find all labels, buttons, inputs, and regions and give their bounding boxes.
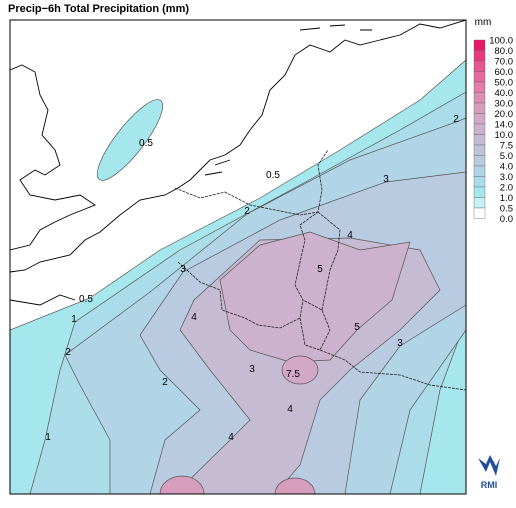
contour-label: 3: [249, 364, 255, 375]
map-title: Precip−6h Total Precipitation (mm): [8, 3, 189, 15]
contour-label: 5: [317, 264, 323, 275]
contour-label: 3: [397, 338, 403, 349]
legend-swatch: [473, 39, 486, 51]
legend-swatch: [473, 81, 486, 93]
contour-label: 3: [180, 264, 186, 275]
legend-swatch: [473, 60, 486, 72]
border-be-fr: [177, 211, 319, 329]
legend-label: 60.0: [495, 67, 514, 78]
band-high-1: [159, 475, 205, 494]
legend-label: 50.0: [495, 78, 514, 89]
legend-swatch: [473, 134, 486, 146]
contour-label: 5: [354, 322, 360, 333]
legend-label: 2.0: [500, 183, 513, 194]
legend-swatch: [473, 102, 486, 114]
legend-label: 20.0: [495, 109, 514, 120]
legend-label: 3.0: [500, 172, 513, 183]
border-be-nl: [174, 149, 329, 216]
legend-swatch: [473, 197, 486, 209]
contour-label: 4: [347, 230, 353, 241]
legend-label: 0.0: [500, 214, 513, 225]
logo-mark: [478, 455, 500, 476]
legend-label: 40.0: [495, 88, 514, 99]
legend-swatch: [473, 92, 486, 104]
contour-label: 2: [65, 347, 71, 358]
legend-label: 80.0: [495, 46, 514, 57]
band-5: [219, 231, 411, 363]
legend-scale: 100.080.070.060.050.040.030.020.014.010.…: [473, 36, 514, 225]
coast-uk: [10, 64, 96, 251]
legend-swatch: [473, 113, 486, 125]
legend-label: 7.5: [500, 141, 513, 152]
border-de: [317, 211, 341, 311]
legend-label: 100.0: [489, 36, 513, 47]
border-de-fr: [319, 349, 466, 391]
contour-label: 2: [162, 377, 168, 388]
contour-label: 2: [244, 206, 250, 217]
legend-label: 5.0: [500, 151, 513, 162]
contour-label: 0.5: [79, 294, 93, 305]
contour-label: 4: [191, 312, 197, 323]
legend-swatch: [473, 123, 486, 135]
contour-label: 0.5: [266, 170, 280, 181]
legend-label: 0.5: [500, 204, 513, 215]
legend-label: 1.0: [500, 193, 513, 204]
contour-label: 3: [383, 174, 389, 185]
logo: RMI: [478, 455, 500, 490]
contour-label: 1: [45, 432, 51, 443]
precip-field: [10, 59, 466, 494]
legend-swatch: [473, 186, 486, 198]
legend-label: 10.0: [495, 130, 514, 141]
legend-label: 70.0: [495, 57, 514, 68]
border-lu: [299, 299, 331, 351]
legend-label: 14.0: [495, 120, 514, 131]
legend-swatch: [473, 71, 486, 83]
borders: [174, 149, 466, 391]
coast-islands: [204, 24, 372, 176]
coast-continent: [10, 20, 466, 273]
legend-swatch: [473, 176, 486, 188]
legend: mm 100.080.070.060.050.040.030.020.014.0…: [473, 17, 514, 225]
legend-swatch: [473, 50, 486, 62]
coastlines: [10, 20, 466, 306]
logo-text: RMI: [481, 480, 498, 490]
band-high-2: [274, 477, 316, 494]
legend-swatch: [473, 155, 486, 167]
legend-swatch: [473, 207, 486, 219]
coast-south: [10, 294, 76, 306]
contour-label: 1: [71, 314, 77, 325]
legend-label: 4.0: [500, 162, 513, 173]
contour-label: 0.5: [139, 138, 153, 149]
map-frame: [9, 19, 467, 495]
legend-swatch: [473, 144, 486, 156]
contour-label: 2: [453, 114, 459, 125]
legend-swatch: [473, 165, 486, 177]
band-0-5-sea: [96, 99, 164, 181]
contour-label: 4: [287, 404, 293, 415]
contour-label: 7.5: [286, 369, 300, 380]
contour-label: 4: [228, 432, 234, 443]
legend-label: 30.0: [495, 99, 514, 110]
band-7-5: [281, 355, 319, 385]
legend-unit: mm: [475, 17, 492, 28]
